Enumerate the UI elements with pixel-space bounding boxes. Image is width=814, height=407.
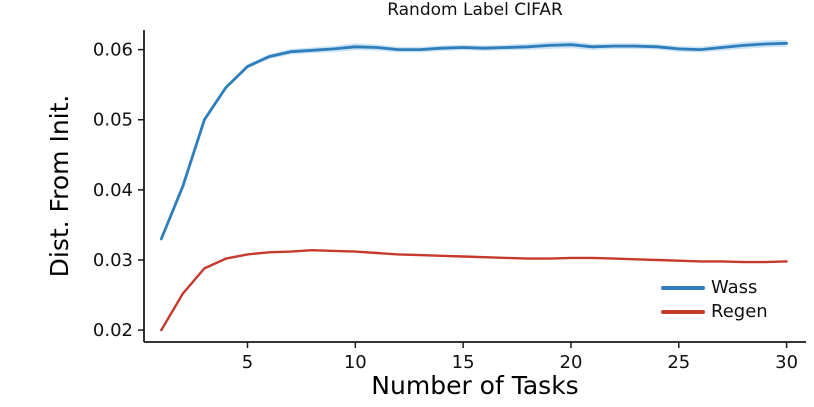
x-tick-label: 30 [775, 352, 798, 373]
wass-line-swatch [661, 286, 705, 290]
wass-line [159, 41, 788, 241]
x-tick-label: 15 [452, 352, 475, 373]
x-tick-label: 25 [667, 352, 690, 373]
y-tick-label: 0.03 [93, 250, 133, 271]
y-tick-label: 0.02 [93, 320, 133, 341]
x-axis-label: Number of Tasks [371, 371, 579, 400]
legend-label-regen: Regen [711, 301, 768, 322]
regen-line [160, 248, 788, 332]
x-tick-label: 20 [560, 352, 583, 373]
legend-item-regen: Regen [661, 301, 768, 323]
legend: Wass Regen [661, 277, 768, 323]
chart-title: Random Label CIFAR [387, 0, 563, 20]
y-tick-label: 0.05 [93, 110, 133, 131]
y-axis-label: Dist. From Init. [45, 94, 74, 278]
y-tick-label: 0.06 [93, 40, 133, 61]
x-tick-label: 5 [242, 352, 253, 373]
x-tick-label: 10 [344, 352, 367, 373]
y-tick-label: 0.04 [93, 180, 133, 201]
legend-item-wass: Wass [661, 277, 768, 299]
legend-label-wass: Wass [711, 277, 758, 298]
wass-confidence-band [161, 39, 787, 240]
regen-line-swatch [661, 310, 705, 314]
